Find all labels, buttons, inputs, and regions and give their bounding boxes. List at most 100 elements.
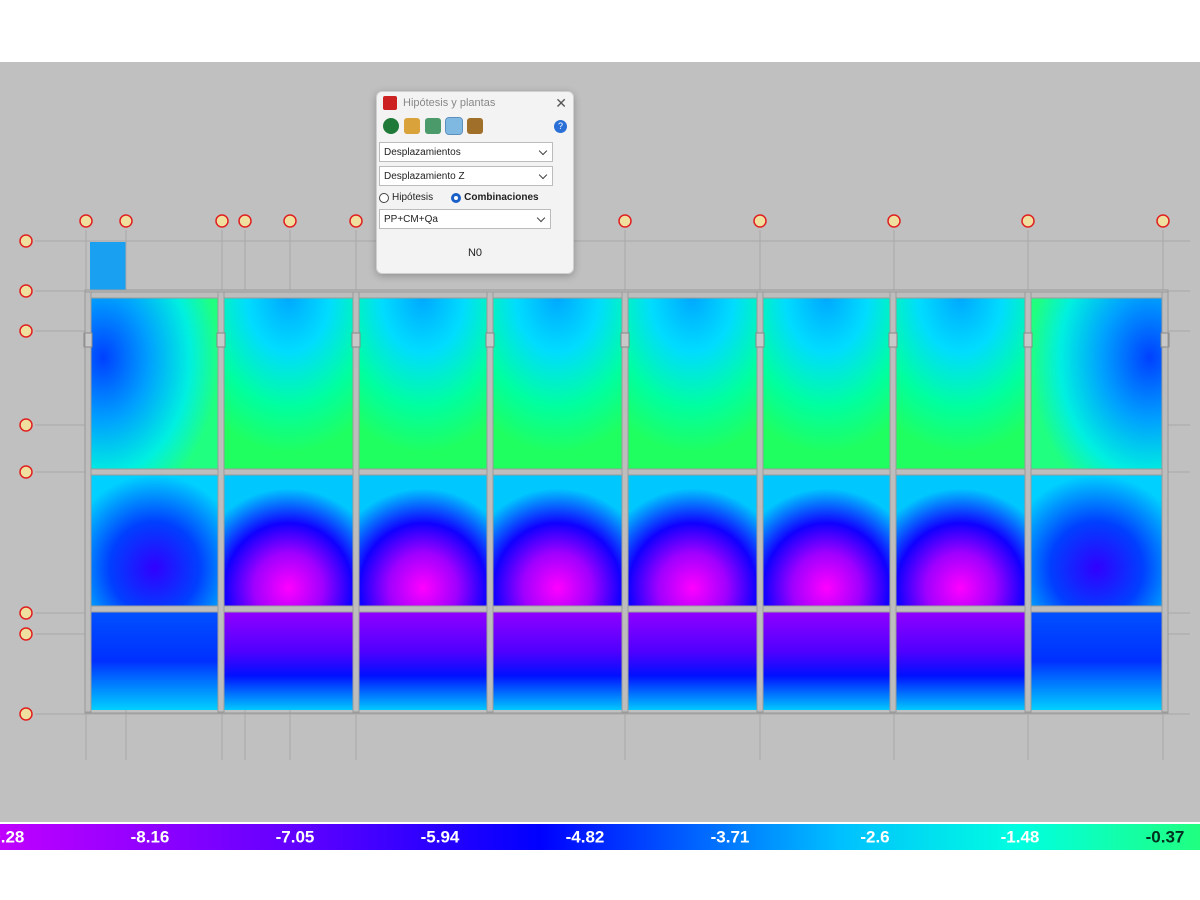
radio-group: Hipótesis Combinaciones [377,186,573,205]
floor-label[interactable]: N0 [467,247,483,259]
scale-label: -8.16 [131,827,170,846]
dialog-title: Hipótesis y plantas [403,97,496,109]
slab-panel [895,475,1026,608]
slab-panel [1030,297,1163,470]
column [485,332,495,348]
scale-label: -9.28 [0,827,24,846]
radio-option[interactable]: Hipótesis [379,192,433,203]
app-icon [383,96,397,110]
column [1023,332,1033,348]
scale-label: -5.94 [421,827,460,846]
slab-panel [90,612,219,710]
scale-label: -7.05 [276,827,315,846]
column [1160,332,1170,348]
axis-marker [215,214,229,228]
axis-marker [19,418,33,432]
color-scale: -9.28 -8.16 -7.05 -5.94 -4.82 -3.71 -2.6 -1.48 -… [0,824,1200,850]
beam [486,291,494,713]
tool-button[interactable] [383,118,399,134]
slab-outline [84,291,1169,714]
beam [621,291,629,713]
dialog[interactable]: Hipótesis y plantas ✕ ? Desplazamientos … [376,91,574,274]
dropdown[interactable]: Desplazamiento Z [379,166,553,186]
slab-panel [762,297,891,470]
tool-button[interactable] [467,118,483,134]
slab-panel [762,475,891,608]
dropdown-value: Desplazamiento Z [384,170,465,182]
scale-label: -2.6 [860,827,889,846]
radio-option[interactable]: Combinaciones [451,192,539,203]
axis-marker [79,214,93,228]
beam [1024,291,1032,713]
radio-label: Combinaciones [464,192,539,203]
slab-panel [492,612,623,710]
beam [352,291,360,713]
axis-markers [19,214,1170,721]
slab-panel [627,475,758,608]
axis-marker [238,214,252,228]
tool-button[interactable] [445,117,463,135]
slab-panel [1030,475,1163,608]
dropdown[interactable]: Desplazamientos [379,142,553,162]
axis-marker [887,214,901,228]
slab-panel [492,475,623,608]
slab-panel [895,297,1026,470]
slab-panel [627,297,758,470]
beam [1161,291,1169,713]
column [888,332,898,348]
tool-button[interactable] [404,118,420,134]
column [620,332,630,348]
slab-panel [358,297,488,470]
axis-marker [1156,214,1170,228]
dropdown[interactable]: PP+CM+Qa [379,209,551,229]
scale-label: -0.37 [1146,827,1185,846]
column [83,332,93,348]
axis-marker [283,214,297,228]
axis-marker [1021,214,1035,228]
slab-panel [762,612,891,710]
slab-panel [223,612,354,710]
slab-panel [358,612,488,710]
axis-marker [19,284,33,298]
close-button[interactable]: ✕ [555,94,567,111]
slab-panel [90,297,219,470]
contour-map [83,289,1170,714]
slab-panel [627,612,758,710]
column [216,332,226,348]
beam [756,291,764,713]
axis-marker [19,234,33,248]
dropdown-value: PP+CM+Qa [384,213,438,225]
slab-panel [1030,612,1163,710]
slab-panel [895,612,1026,710]
column [351,332,361,348]
axis-marker [119,214,133,228]
slab-panel [223,297,354,470]
axis-marker [19,627,33,641]
beam [217,291,225,713]
help-button[interactable]: ? [554,119,567,133]
column [755,332,765,348]
scale-label: -4.82 [566,827,605,846]
axis-marker [19,324,33,338]
axis-marker [349,214,363,228]
color-scale-bar [0,824,1200,850]
title-bar: Hipótesis y plantas ✕ [377,92,573,114]
radio-button[interactable] [451,192,462,203]
tool-button[interactable] [425,118,441,134]
beam [84,291,92,713]
radio-button[interactable] [379,192,389,203]
dropdown-value: Desplazamientos [384,146,461,158]
axis-marker [19,707,33,721]
axis-marker [19,465,33,479]
axis-marker [19,606,33,620]
slab-panel [223,475,354,608]
slab-panel [358,475,488,608]
toolbar: ? [377,114,573,138]
scale-label: -3.71 [711,827,750,846]
slab-panel [90,475,219,608]
element [90,242,126,292]
beam [889,291,897,713]
radio-label: Hipótesis [392,192,434,203]
